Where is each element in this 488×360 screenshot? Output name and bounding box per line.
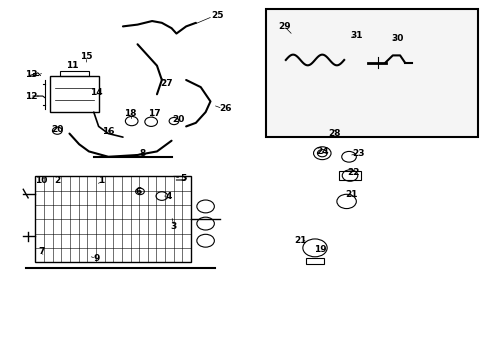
Text: 31: 31 bbox=[349, 31, 362, 40]
Text: 30: 30 bbox=[391, 35, 403, 44]
Bar bbox=[50, 76, 99, 112]
Text: 4: 4 bbox=[165, 192, 172, 201]
Text: 10: 10 bbox=[35, 176, 47, 185]
Text: 22: 22 bbox=[347, 168, 360, 177]
Bar bbox=[339, 171, 361, 180]
Text: 18: 18 bbox=[124, 109, 136, 118]
Text: 27: 27 bbox=[160, 79, 173, 88]
Text: 5: 5 bbox=[180, 174, 186, 183]
Text: 17: 17 bbox=[148, 109, 161, 118]
Text: 13: 13 bbox=[25, 70, 38, 79]
Text: 15: 15 bbox=[80, 52, 93, 61]
Text: 24: 24 bbox=[315, 147, 328, 156]
Text: 9: 9 bbox=[93, 254, 99, 263]
Text: 8: 8 bbox=[139, 149, 145, 158]
Text: 7: 7 bbox=[38, 247, 44, 256]
Text: 20: 20 bbox=[172, 115, 184, 124]
Text: 12: 12 bbox=[25, 91, 38, 100]
Text: 11: 11 bbox=[65, 61, 78, 70]
Text: 14: 14 bbox=[90, 88, 102, 97]
Text: 16: 16 bbox=[102, 127, 114, 136]
Text: 29: 29 bbox=[278, 22, 290, 31]
Text: 19: 19 bbox=[313, 245, 325, 254]
Text: 25: 25 bbox=[211, 11, 224, 20]
Text: 1: 1 bbox=[98, 176, 104, 185]
Bar bbox=[266, 9, 477, 137]
Bar bbox=[35, 176, 191, 262]
Text: 26: 26 bbox=[218, 104, 231, 113]
Text: 23: 23 bbox=[352, 149, 364, 158]
Text: 6: 6 bbox=[135, 187, 142, 196]
Bar bbox=[305, 257, 323, 264]
Bar bbox=[60, 71, 89, 76]
Text: 21: 21 bbox=[294, 236, 306, 245]
Text: 20: 20 bbox=[51, 126, 63, 135]
Text: 28: 28 bbox=[327, 129, 340, 138]
Text: 21: 21 bbox=[345, 190, 357, 199]
Text: 3: 3 bbox=[170, 222, 177, 231]
Text: 2: 2 bbox=[54, 176, 61, 185]
